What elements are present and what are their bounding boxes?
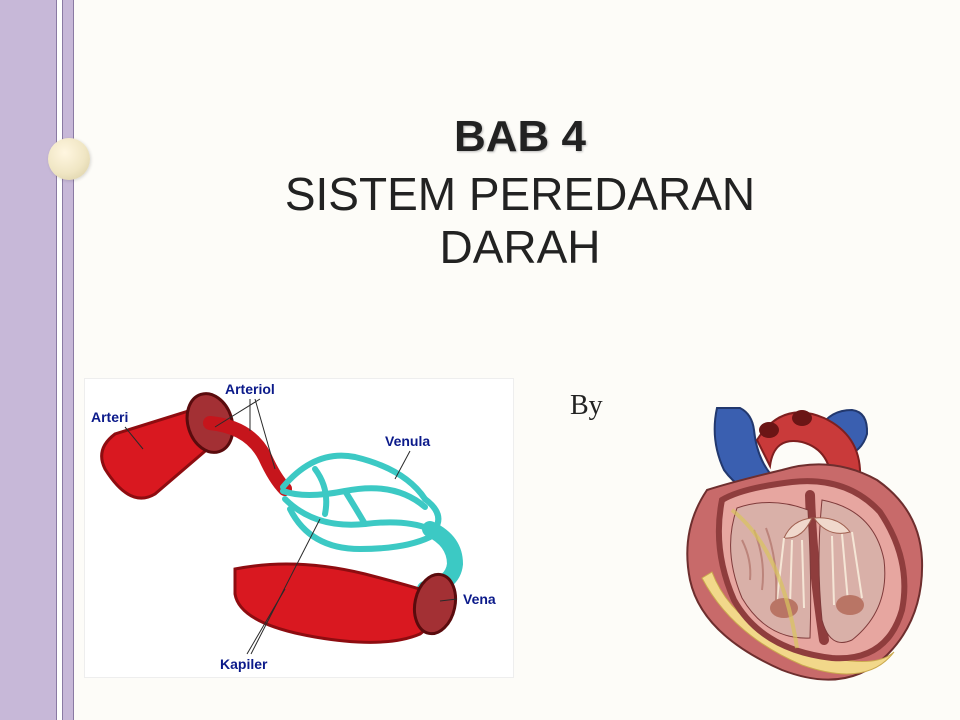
sidebar-line: [62, 0, 63, 720]
chapter-label: BAB 4: [120, 112, 920, 162]
heart-svg: [662, 400, 947, 690]
vessel-svg: [85, 379, 515, 679]
slide-title: SISTEM PEREDARAN DARAH: [120, 168, 920, 274]
label-venula: Venula: [385, 433, 430, 449]
heart-illustration: [662, 400, 947, 690]
decorative-sidebar: [0, 0, 74, 720]
sidebar-line: [56, 0, 57, 720]
title-line-2: DARAH: [439, 221, 600, 273]
label-arteri: Arteri: [91, 409, 128, 425]
label-vena: Vena: [463, 591, 496, 607]
title-line-1: SISTEM PEREDARAN: [285, 168, 755, 220]
blood-vessel-diagram: Arteri Arteriol Venula Vena Kapiler: [84, 378, 514, 678]
decorative-circle: [48, 138, 90, 180]
label-arteriol: Arteriol: [225, 381, 275, 397]
label-kapiler: Kapiler: [220, 656, 267, 672]
byline: By: [570, 390, 603, 422]
artery-shape: [102, 388, 285, 498]
vein-shape: [235, 564, 461, 642]
